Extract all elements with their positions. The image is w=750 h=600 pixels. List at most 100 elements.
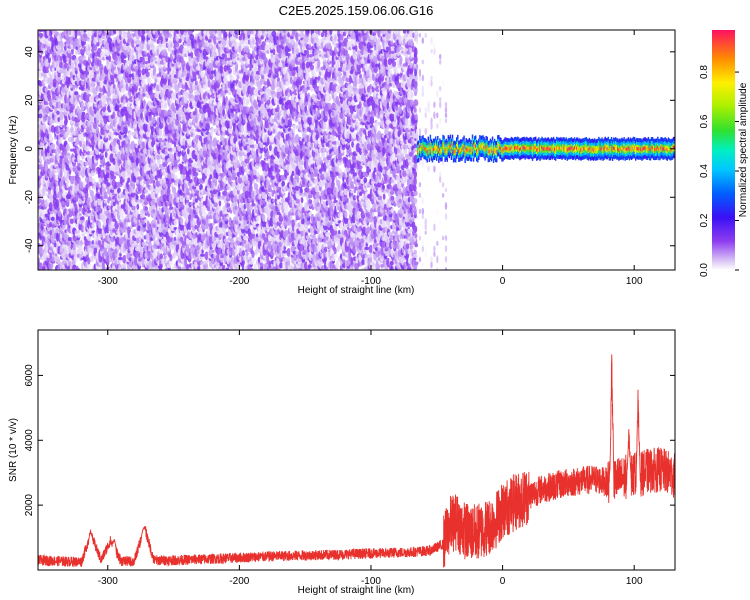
spectrogram-cell <box>81 251 84 258</box>
spectrogram-cell <box>236 160 240 166</box>
spectrogram-cell <box>49 170 53 179</box>
spectrogram-cell <box>193 91 199 96</box>
spectrogram-cell <box>93 30 98 33</box>
spectrogram-cell <box>234 53 240 57</box>
spectrogram-cell <box>38 32 44 38</box>
spectrogram-cell <box>57 210 62 217</box>
spectrogram-cell <box>165 256 169 261</box>
spectrogram-cell <box>144 206 148 211</box>
spectrogram-cell <box>54 256 60 263</box>
spectrogram-cell <box>38 262 43 268</box>
spectrogram-cell <box>63 55 68 64</box>
spectrogram-cell <box>112 83 116 89</box>
spectrogram-cell <box>79 139 83 148</box>
spectrogram-cell <box>61 252 66 259</box>
spectrogram-cell <box>63 49 68 56</box>
spectrogram-cell <box>192 134 196 139</box>
spectrogram-cell <box>215 234 219 238</box>
spectrogram-cell <box>48 132 53 142</box>
spectrogram-cell <box>49 120 53 127</box>
spectrogram-cell <box>226 202 231 208</box>
spectrogram-cell <box>79 160 85 166</box>
spectrogram-cell <box>185 196 190 201</box>
spectrogram-cell <box>55 174 59 182</box>
spectrogram-cell <box>76 238 81 246</box>
spectrogram-cell <box>67 237 73 242</box>
spectrogram-cell <box>54 253 58 257</box>
figure-title: C2E5.2025.159.06.06.G16 <box>279 3 434 18</box>
spectrogram-cell <box>57 73 61 78</box>
spectrogram-cell <box>66 152 70 157</box>
spectrogram-cell <box>68 51 72 61</box>
spectrogram-cell <box>39 208 42 213</box>
spectrogram-cell <box>55 198 60 208</box>
spectrogram-cell <box>38 180 41 188</box>
spectrogram-cell <box>44 213 49 218</box>
spectrogram-cell <box>44 162 49 172</box>
spectrogram-cell <box>44 68 49 74</box>
spectrogram-cell <box>219 64 224 74</box>
spectrogram-cell <box>80 216 85 221</box>
spectrogram-cell <box>171 186 175 190</box>
spectrogram-cell <box>245 45 250 54</box>
spectrogram-cell <box>74 203 78 213</box>
spectrogram-cell <box>246 30 252 36</box>
spectrogram-cell <box>200 253 205 257</box>
spectrogram-cell <box>78 212 82 217</box>
spectrogram-cell <box>189 33 195 41</box>
spectrogram-cell <box>151 56 157 61</box>
spectrogram-cell <box>173 219 178 225</box>
spectrogram-cell <box>72 264 76 269</box>
spectrogram-cell <box>169 254 173 262</box>
spectrogram-cell <box>213 43 217 51</box>
spectrogram-cell <box>60 41 64 50</box>
spectrogram-cell <box>218 200 222 207</box>
spectrogram-cell <box>78 244 83 254</box>
spectrogram-cell <box>61 260 65 266</box>
spectrogram-cell <box>45 114 49 118</box>
spectrogram-cell <box>241 249 246 256</box>
spectrogram-cell <box>177 123 182 131</box>
spectrogram-cell <box>46 94 52 99</box>
spectrogram-cell <box>103 200 108 204</box>
spectrogram-cell <box>55 228 59 233</box>
spectrogram-cell <box>131 205 136 211</box>
spectrogram-cell <box>185 187 190 195</box>
spectrogram-cell <box>73 241 76 251</box>
spectrogram-cell <box>38 80 43 87</box>
spectrogram-cell <box>44 58 50 67</box>
spectrogram-cell <box>139 248 143 258</box>
spectrogram-cell <box>81 80 84 86</box>
spectrogram-cell <box>74 91 79 96</box>
spectrogram-cell <box>59 245 64 254</box>
spectrogram-cell <box>194 80 198 86</box>
spectrogram-cell <box>193 171 199 177</box>
spectrogram-cell <box>59 262 63 270</box>
spectrogram-cell <box>77 153 81 162</box>
spectrogram-cell <box>111 175 117 180</box>
spectrogram-cell <box>136 203 140 210</box>
spectrogram-cell <box>55 232 60 242</box>
spectrogram-cell <box>76 176 81 184</box>
spectrogram-cell <box>141 56 145 65</box>
spectrogram-cell <box>47 198 51 204</box>
spectrogram-cell <box>39 153 43 163</box>
spectrogram-cell <box>38 110 42 114</box>
spectrogram-cell <box>135 195 139 200</box>
spectrogram-cell <box>47 141 51 146</box>
spectrogram-cell <box>163 72 167 79</box>
spectrogram-cell <box>245 69 249 76</box>
spectrogram-cell <box>72 166 76 173</box>
spectrogram-cell <box>107 37 113 44</box>
spectrogram-cell <box>61 124 67 129</box>
spectrogram-cell <box>51 154 55 160</box>
spectrogram-cell <box>248 253 251 258</box>
spectrogram-cell <box>103 191 108 199</box>
spectrogram-cell <box>213 201 218 208</box>
spectrogram-cell <box>69 218 74 224</box>
spectrogram-cell <box>117 256 123 261</box>
spectrogram-cell <box>207 218 211 224</box>
spectrogram-cell <box>81 111 86 116</box>
spectrogram-cell <box>50 143 56 150</box>
